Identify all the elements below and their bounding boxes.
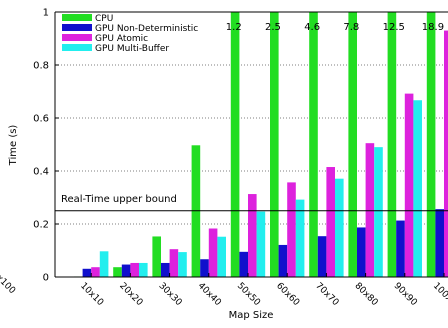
y-tick-label: 0.2 — [33, 220, 49, 231]
bar-gpu-non-deterministic-100x100 — [435, 209, 444, 277]
bar-gpu-multi-buffer-70x70 — [335, 178, 344, 277]
x-tick-label: 100x100 — [431, 281, 448, 316]
overflow-value-label: 1.2 — [226, 22, 242, 33]
axes-layer — [54, 11, 448, 278]
bar-gpu-multi-buffer-80x80 — [374, 147, 383, 277]
overflow-value-label: 12.5 — [383, 22, 405, 33]
bar-gpu-multi-buffer-90x90 — [413, 100, 422, 278]
bar-gpu-atomic-10x10 — [91, 267, 100, 277]
bar-cpu-50x50 — [230, 12, 240, 277]
x-tick-label: 60x60 — [274, 281, 301, 308]
x-tick-label: 40x40 — [196, 281, 223, 308]
bar-gpu-multi-buffer-50x50 — [256, 211, 266, 277]
bar-cpu-90x90 — [387, 12, 397, 277]
bar-gpu-multi-buffer-20x20 — [139, 262, 148, 277]
overflow-value-label: 4.6 — [304, 22, 320, 33]
bar-gpu-atomic-30x30 — [169, 249, 179, 277]
reference-line-label: Real-Time upper bound — [61, 194, 177, 205]
legend-label: GPU Non-Deterministic — [95, 24, 198, 34]
bar-cpu-80x80 — [348, 12, 357, 277]
overflow-value-label: 7.8 — [343, 22, 359, 33]
bar-cpu-70x70 — [309, 12, 318, 277]
bar-gpu-atomic-80x80 — [365, 143, 375, 277]
x-tick-label: 10x10 — [78, 281, 105, 308]
bar-cpu-100x100 — [426, 12, 436, 277]
bar-gpu-atomic-90x90 — [404, 93, 414, 278]
legend-label: GPU Multi-Buffer — [95, 44, 169, 54]
legend-swatch — [62, 14, 92, 21]
legend-swatch — [62, 34, 92, 41]
bar-gpu-non-deterministic-20x20 — [121, 264, 131, 277]
x-tick-label: 20x20 — [117, 281, 144, 308]
bar-gpu-multi-buffer-10x10 — [99, 251, 109, 277]
bar-cpu-60x60 — [270, 12, 279, 277]
bar-cpu-30x30 — [152, 236, 161, 277]
bar-cpu-20x20 — [113, 267, 122, 277]
bar-gpu-non-deterministic-70x70 — [317, 236, 327, 277]
bar-gpu-non-deterministic-60x60 — [278, 244, 288, 277]
y-tick-label: 0.4 — [33, 167, 49, 178]
legend-label: GPU Atomic — [95, 34, 148, 44]
x-tick-label: 80x80 — [352, 281, 379, 308]
y-tick-label: 0 — [43, 273, 49, 284]
y-axis-label: Time (s) — [8, 125, 19, 167]
bar-gpu-non-deterministic-10x10 — [82, 268, 92, 277]
y-tick-label: 1 — [43, 8, 49, 19]
x-axis-label: Map Size — [229, 310, 274, 321]
bar-gpu-non-deterministic-90x90 — [396, 220, 405, 277]
x-tick-label: 30x30 — [156, 281, 183, 308]
bar-gpu-non-deterministic-50x50 — [239, 251, 248, 277]
bar-gpu-non-deterministic-30x30 — [161, 262, 170, 277]
legend-swatch — [62, 44, 92, 51]
overflow-value-label: 2.5 — [265, 22, 281, 33]
bar-gpu-multi-buffer-60x60 — [295, 199, 305, 277]
stray-tick-label: 10x100 — [0, 265, 17, 296]
y-tick-label: 0.8 — [33, 61, 49, 72]
legend-swatch — [62, 24, 92, 31]
bar-gpu-atomic-20x20 — [130, 262, 139, 277]
x-tick-label: 90x90 — [392, 281, 419, 308]
legend-label: CPU — [95, 14, 113, 24]
bar-gpu-atomic-40x40 — [208, 228, 218, 277]
x-tick-label: 50x50 — [235, 281, 262, 308]
bar-gpu-atomic-50x50 — [248, 194, 257, 277]
y-tick-label: 0.6 — [33, 114, 49, 125]
bar-gpu-atomic-70x70 — [326, 167, 335, 277]
overflow-value-label: 18.9 — [422, 22, 444, 33]
bar-gpu-multi-buffer-40x40 — [217, 236, 226, 277]
bar-gpu-atomic-60x60 — [287, 182, 296, 277]
bar-gpu-atomic-100x100 — [444, 30, 448, 277]
bar-gpu-multi-buffer-30x30 — [178, 252, 187, 277]
bar-gpu-non-deterministic-80x80 — [357, 227, 366, 277]
x-tick-label: 70x70 — [313, 281, 340, 308]
bar-gpu-non-deterministic-40x40 — [200, 259, 209, 277]
